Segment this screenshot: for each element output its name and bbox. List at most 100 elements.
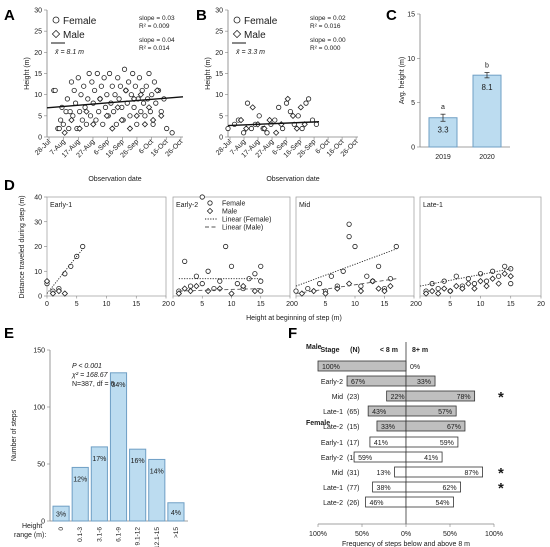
bar-above-label: 62%	[443, 485, 457, 492]
stats-text: χ² = 168.67	[71, 372, 109, 379]
data-point-female	[346, 221, 352, 227]
header-n: (N)	[350, 347, 360, 354]
data-point-male	[297, 104, 304, 111]
female-slope: slope = 0.02	[310, 15, 346, 22]
data-point-male	[272, 129, 280, 136]
data-point-male	[251, 287, 259, 295]
bar-value-label: 3.3	[437, 126, 449, 135]
bar-percent-label: 16%	[131, 458, 145, 465]
data-point-male	[428, 287, 436, 295]
mean-label: x̄ = 8.1 m	[54, 49, 84, 56]
bar-below-label: 22%	[391, 394, 405, 401]
trendline	[227, 121, 320, 127]
data-point-female	[83, 121, 90, 127]
panel-b-scatter: 05101520253028-Jul7-Aug17-Aug27-Aug6-Sep…	[205, 8, 360, 184]
bar-above	[405, 466, 483, 478]
data-point-female	[248, 125, 254, 132]
data-point-female	[508, 281, 514, 287]
data-point-female	[193, 273, 199, 279]
bar-above-label: 41%	[424, 455, 438, 462]
data-point-male	[204, 287, 212, 295]
histogram-bar	[52, 505, 70, 522]
bar-above	[405, 420, 466, 432]
x-axis-label: Height at beginning of step (m)	[246, 315, 342, 322]
data-point-female	[244, 100, 251, 106]
data-point-female	[62, 271, 68, 277]
data-point-female	[358, 283, 364, 289]
bar-above-label: 57%	[438, 409, 452, 416]
row-stage: Mid	[332, 470, 343, 477]
trendline	[46, 96, 184, 109]
trendline-male	[178, 288, 261, 292]
data-point-male	[158, 112, 165, 119]
row-n: (17)	[347, 440, 359, 447]
data-point-male	[90, 121, 97, 128]
y-tick-label: 20	[34, 50, 42, 57]
data-point-female	[352, 243, 358, 250]
data-point-female	[86, 70, 92, 77]
row-stage: Early-2	[321, 455, 343, 462]
data-point-female	[92, 87, 98, 94]
y-tick-label: 100	[33, 405, 45, 412]
data-point-female	[340, 268, 346, 274]
data-point-female	[132, 83, 138, 89]
x-axis-label: Frequency of steps below and above 8 m	[342, 541, 470, 547]
row-n: (31)	[347, 470, 359, 477]
bar-above	[405, 405, 457, 417]
x-tick-label: 100%	[309, 531, 327, 538]
y-tick-label: 10	[407, 56, 415, 63]
bar-above-label: 67%	[447, 424, 461, 431]
y-axis-label: Avg. height (m)	[399, 57, 406, 104]
bar-below-label: 41%	[374, 440, 388, 447]
data-point-male	[489, 275, 496, 282]
data-point-male	[483, 282, 490, 290]
bar-above-label: 59%	[440, 440, 454, 447]
bar-below-label: 43%	[372, 409, 386, 416]
y-tick-label: 15	[407, 12, 415, 19]
trendline-female	[46, 248, 84, 294]
histogram-bar	[148, 458, 166, 522]
x-tick-label: 100%	[485, 531, 503, 538]
x-tick-label: 12.1-15	[154, 527, 161, 547]
x-tick-label: 0	[58, 527, 65, 531]
bar-below-label: 46%	[370, 500, 384, 507]
data-point-male	[83, 108, 90, 115]
x-tick-label: 15	[507, 301, 515, 308]
data-point-female	[140, 100, 147, 106]
x-tick-label: 50%	[443, 531, 457, 538]
x-axis-label-units: range (m):	[14, 532, 46, 539]
bar-above	[405, 390, 476, 402]
data-point-male	[145, 104, 153, 111]
x-tick-label: 5	[448, 301, 452, 308]
data-point-male	[447, 287, 454, 295]
data-point-male	[228, 290, 235, 297]
row-n: (77)	[347, 485, 359, 492]
x-axis-label: Height	[22, 523, 42, 530]
bar-above	[405, 375, 436, 387]
x-tick-label: 0	[418, 301, 422, 308]
bar-value-label: 8.1	[481, 83, 493, 92]
trendline-female	[295, 248, 397, 287]
data-point-male	[501, 270, 508, 277]
data-point-female	[75, 75, 81, 81]
header-below: < 8 m	[380, 347, 398, 354]
y-tick-label: 0	[38, 135, 42, 142]
data-point-female	[109, 83, 115, 89]
data-point-female	[252, 271, 258, 277]
x-tick-label: >15	[173, 527, 180, 538]
significance-letter: b	[485, 63, 489, 70]
y-tick-label: 5	[38, 113, 42, 120]
data-point-male	[289, 112, 297, 119]
bar-above-label: 87%	[465, 470, 479, 477]
x-tick-label: 2019	[435, 154, 451, 161]
bar-below-label: 100%	[322, 364, 340, 371]
y-tick-label: 25	[34, 29, 42, 36]
data-point-male	[187, 287, 194, 295]
bar-above	[405, 436, 459, 448]
significance-letter: a	[441, 104, 445, 111]
data-point-female	[117, 83, 124, 89]
bar-below	[317, 360, 407, 372]
x-tick-label: 9.1-12	[135, 527, 142, 546]
data-point-male	[293, 125, 301, 132]
